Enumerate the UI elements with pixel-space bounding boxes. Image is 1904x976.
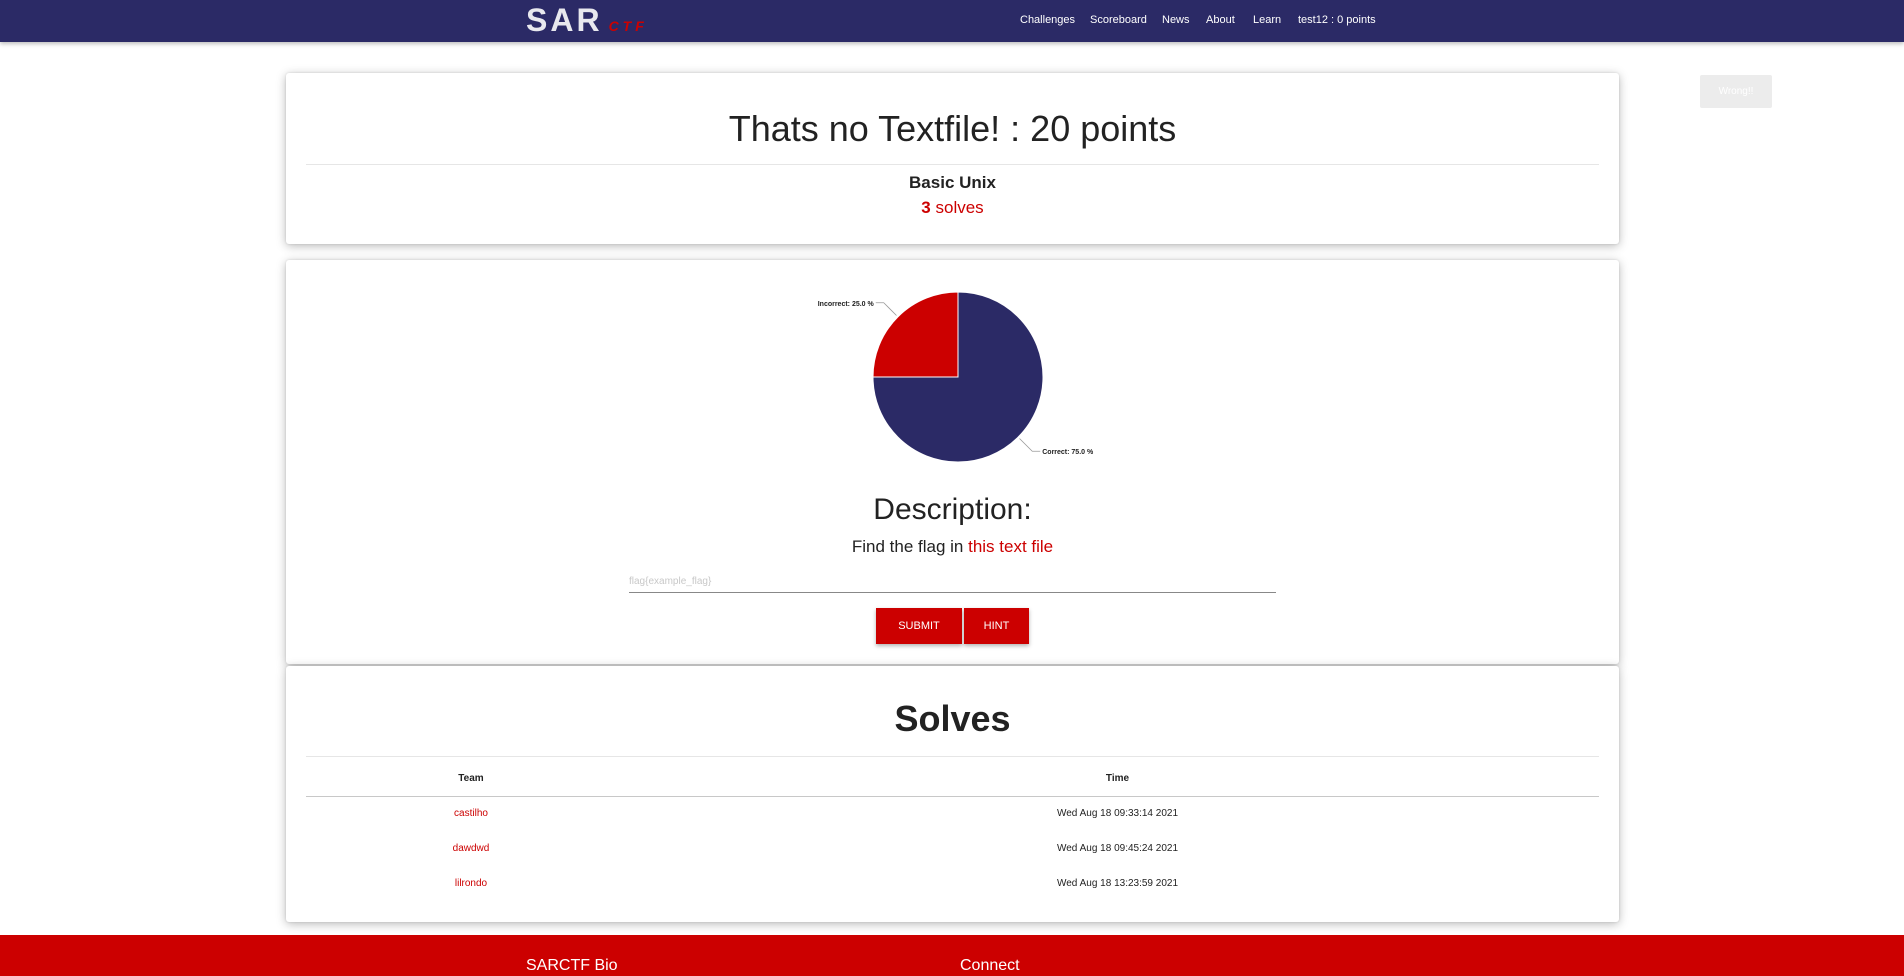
hint-button[interactable]: HINT	[964, 608, 1029, 644]
solves-card: Solves Team Time castilho Wed Aug 18 09:…	[286, 666, 1619, 922]
submit-button[interactable]: SUBMIT	[876, 608, 962, 644]
team-link[interactable]: lilrondo	[454, 878, 488, 889]
table-row: lilrondo Wed Aug 18 13:23:59 2021	[306, 867, 1599, 902]
solve-time: Wed Aug 18 09:33:14 2021	[1056, 808, 1179, 819]
nav-link-user-points[interactable]: test12 : 0 points	[1298, 14, 1376, 26]
team-link[interactable]: castilho	[454, 808, 488, 819]
divider	[306, 756, 1599, 757]
nav-link-about[interactable]: About	[1206, 14, 1235, 26]
pie-leader-line	[875, 302, 897, 316]
challenge-body-card: Correct: 75.0 % Incorrect: 25.0 % Descrip…	[286, 260, 1619, 664]
footer-bio-heading: SARCTF Bio	[526, 957, 618, 974]
solve-time: Wed Aug 18 09:45:24 2021	[1056, 843, 1179, 854]
column-header-time: Time	[1105, 773, 1130, 784]
challenge-category: Basic Unix	[909, 173, 996, 192]
solve-count-number: 3	[921, 198, 931, 217]
footer-connect-heading: Connect	[960, 957, 1020, 974]
challenge-title: Thats no Textfile! : 20 points	[728, 108, 1177, 149]
solves-heading: Solves	[894, 698, 1011, 739]
solve-count-suffix: solves	[930, 198, 984, 217]
header-divider	[306, 796, 1599, 797]
description-heading: Description:	[873, 493, 1032, 526]
pie-label-correct: Correct: 75.0 %	[1042, 449, 1094, 456]
site-logo[interactable]: SAR CTF	[526, 2, 648, 38]
top-navbar: SAR CTF Challenges Scoreboard News About…	[0, 0, 1904, 42]
wrong-toast: Wrong!!	[1700, 75, 1772, 108]
nav-link-challenges[interactable]: Challenges	[1020, 14, 1076, 26]
pie-label-incorrect: Incorrect: 25.0 %	[818, 301, 875, 308]
logo-text: SAR	[526, 2, 603, 38]
nav-link-learn[interactable]: Learn	[1253, 14, 1282, 26]
pie-leader-line	[1019, 438, 1041, 452]
solve-count: 3 solves	[286, 198, 1619, 218]
table-row: castilho Wed Aug 18 09:33:14 2021	[306, 797, 1599, 832]
challenge-header-card: Thats no Textfile! : 20 points Basic Uni…	[286, 73, 1619, 244]
logo-subtext: CTF	[608, 18, 648, 34]
solve-time: Wed Aug 18 13:23:59 2021	[1056, 878, 1179, 889]
site-footer: SARCTF Bio Connect	[0, 935, 1904, 976]
pie-slice-correct[interactable]	[872, 291, 1044, 463]
table-row: dawdwd Wed Aug 18 09:45:24 2021	[306, 832, 1599, 867]
flag-input[interactable]	[629, 571, 1276, 593]
team-link[interactable]: dawdwd	[452, 843, 490, 854]
divider	[306, 164, 1599, 165]
text-file-link[interactable]: this text file	[968, 537, 1054, 556]
pie-slice-incorrect[interactable]	[872, 291, 959, 378]
column-header-team: Team	[458, 773, 484, 784]
nav-link-scoreboard[interactable]: Scoreboard	[1090, 14, 1147, 26]
description-prefix: Find the flag in	[851, 537, 969, 556]
description-text: Find the flag in this text file	[286, 537, 1619, 557]
answer-pie-chart: Correct: 75.0 % Incorrect: 25.0 %	[818, 291, 1094, 463]
nav-link-news[interactable]: News	[1162, 14, 1190, 26]
